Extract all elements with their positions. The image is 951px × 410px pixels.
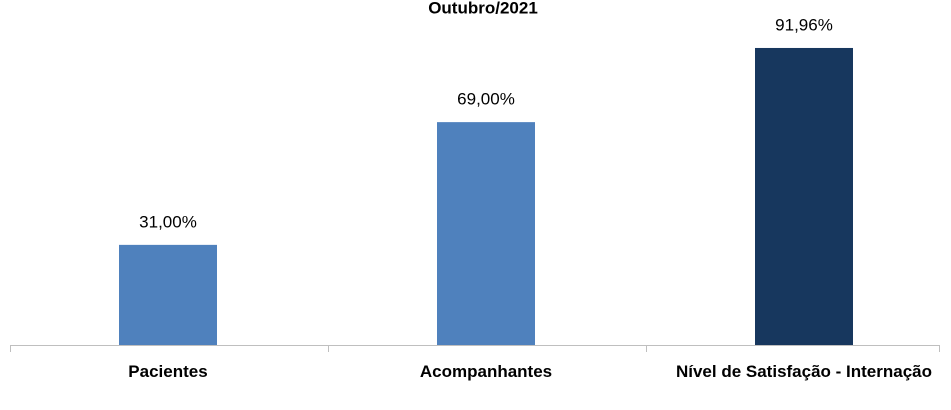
chart-title: Outubro/2021: [428, 0, 538, 17]
bar: [119, 244, 217, 345]
bar: [437, 122, 535, 345]
x-tick-label: Acompanhantes: [419, 362, 553, 381]
x-tick-label: Nível de Satisfação - Internação: [675, 362, 933, 381]
data-label: 31,00%: [139, 212, 197, 231]
data-label: 69,00%: [457, 90, 515, 109]
bar: [755, 47, 853, 345]
data-label: 91,96%: [775, 15, 833, 34]
x-tick-label: Pacientes: [128, 362, 208, 381]
